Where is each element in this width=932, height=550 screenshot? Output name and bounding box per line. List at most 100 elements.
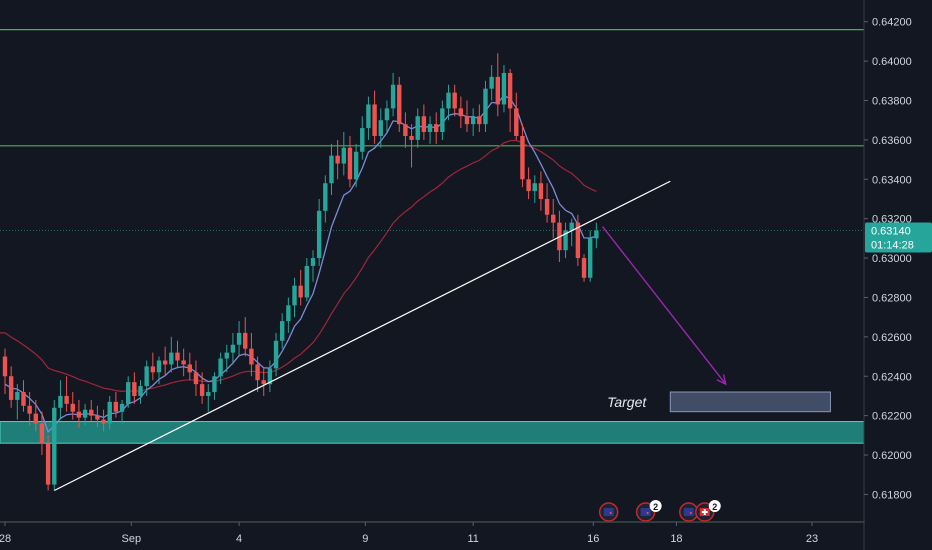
candle[interactable] [434, 124, 439, 133]
candle[interactable] [544, 198, 550, 215]
candle[interactable] [501, 72, 507, 105]
candle[interactable] [243, 332, 248, 349]
candle[interactable] [187, 364, 192, 373]
candle[interactable] [483, 88, 488, 125]
candle[interactable] [409, 135, 414, 140]
candle[interactable] [280, 321, 285, 341]
candle[interactable] [169, 352, 174, 365]
candle[interactable] [119, 403, 125, 412]
candle[interactable] [82, 409, 88, 418]
candle[interactable] [89, 409, 94, 416]
candle[interactable] [52, 407, 57, 485]
candle[interactable] [249, 348, 254, 365]
candle[interactable] [323, 183, 328, 211]
candle[interactable] [8, 376, 14, 400]
candle[interactable] [316, 210, 322, 259]
candle[interactable] [267, 368, 273, 385]
candle[interactable] [224, 352, 229, 359]
candle[interactable] [403, 124, 408, 136]
candle[interactable] [199, 384, 205, 396]
candle[interactable] [132, 382, 137, 396]
candle[interactable] [353, 151, 359, 180]
candle[interactable] [520, 135, 525, 180]
candle[interactable] [230, 344, 236, 353]
candle[interactable] [27, 405, 32, 414]
candle[interactable] [427, 124, 433, 133]
candle[interactable] [304, 265, 310, 298]
candle[interactable] [470, 116, 476, 125]
candle[interactable] [70, 403, 75, 412]
candle[interactable] [113, 401, 119, 412]
candle[interactable] [477, 116, 482, 125]
candle[interactable] [464, 116, 470, 125]
candle[interactable] [581, 258, 587, 278]
candle[interactable] [415, 116, 420, 140]
candle[interactable] [594, 230, 599, 239]
candle[interactable] [138, 386, 143, 396]
candle[interactable] [384, 108, 390, 121]
candle[interactable] [551, 214, 556, 223]
candle[interactable] [495, 76, 500, 105]
candle[interactable] [2, 356, 8, 377]
candle[interactable] [144, 366, 149, 387]
candle[interactable] [45, 443, 51, 485]
candle[interactable] [261, 380, 266, 385]
candle[interactable] [360, 128, 365, 152]
candle[interactable] [372, 104, 377, 136]
candle[interactable] [107, 401, 112, 424]
candle[interactable] [489, 76, 494, 89]
candle[interactable] [329, 155, 334, 184]
candle[interactable] [532, 183, 537, 192]
candle[interactable] [292, 285, 297, 306]
candle[interactable] [95, 415, 100, 420]
candle[interactable] [440, 108, 445, 133]
candle[interactable] [421, 116, 427, 133]
candle[interactable] [33, 413, 38, 424]
candle[interactable] [538, 183, 544, 199]
candle[interactable] [366, 104, 371, 129]
candle[interactable] [218, 358, 223, 377]
candle[interactable] [156, 360, 162, 373]
candle[interactable] [286, 305, 291, 322]
candle[interactable] [193, 372, 199, 385]
price-axis[interactable] [865, 0, 932, 550]
candle[interactable] [526, 179, 531, 192]
candle[interactable] [39, 423, 45, 444]
candle[interactable] [273, 340, 279, 369]
candle[interactable] [126, 382, 131, 404]
candle[interactable] [162, 360, 168, 365]
candle[interactable] [15, 392, 20, 400]
candle[interactable] [150, 366, 156, 373]
candle[interactable] [452, 92, 457, 109]
candle[interactable] [310, 258, 316, 266]
candle[interactable] [575, 222, 581, 259]
candle[interactable] [64, 395, 69, 404]
candle[interactable] [341, 147, 346, 164]
candle[interactable] [175, 352, 180, 361]
candle[interactable] [507, 72, 513, 109]
candle[interactable] [101, 419, 106, 424]
candle[interactable] [335, 155, 340, 164]
candle[interactable] [347, 147, 353, 180]
candle[interactable] [514, 108, 519, 136]
candle[interactable] [206, 392, 211, 396]
candle[interactable] [181, 360, 186, 365]
candle[interactable] [397, 84, 402, 125]
candle[interactable] [76, 411, 82, 418]
candle[interactable] [212, 376, 217, 393]
candle[interactable] [588, 238, 593, 278]
candle[interactable] [255, 364, 260, 381]
candle[interactable] [21, 392, 26, 406]
trendline[interactable] [54, 180, 671, 492]
candle[interactable] [58, 395, 63, 408]
candle[interactable] [458, 108, 464, 117]
candle[interactable] [236, 332, 242, 345]
target-zone[interactable] [669, 391, 831, 413]
candle[interactable] [390, 84, 396, 109]
candle[interactable] [378, 120, 383, 136]
candle[interactable] [298, 285, 303, 298]
candle[interactable] [569, 222, 574, 231]
projection-arrow[interactable] [601, 226, 727, 385]
